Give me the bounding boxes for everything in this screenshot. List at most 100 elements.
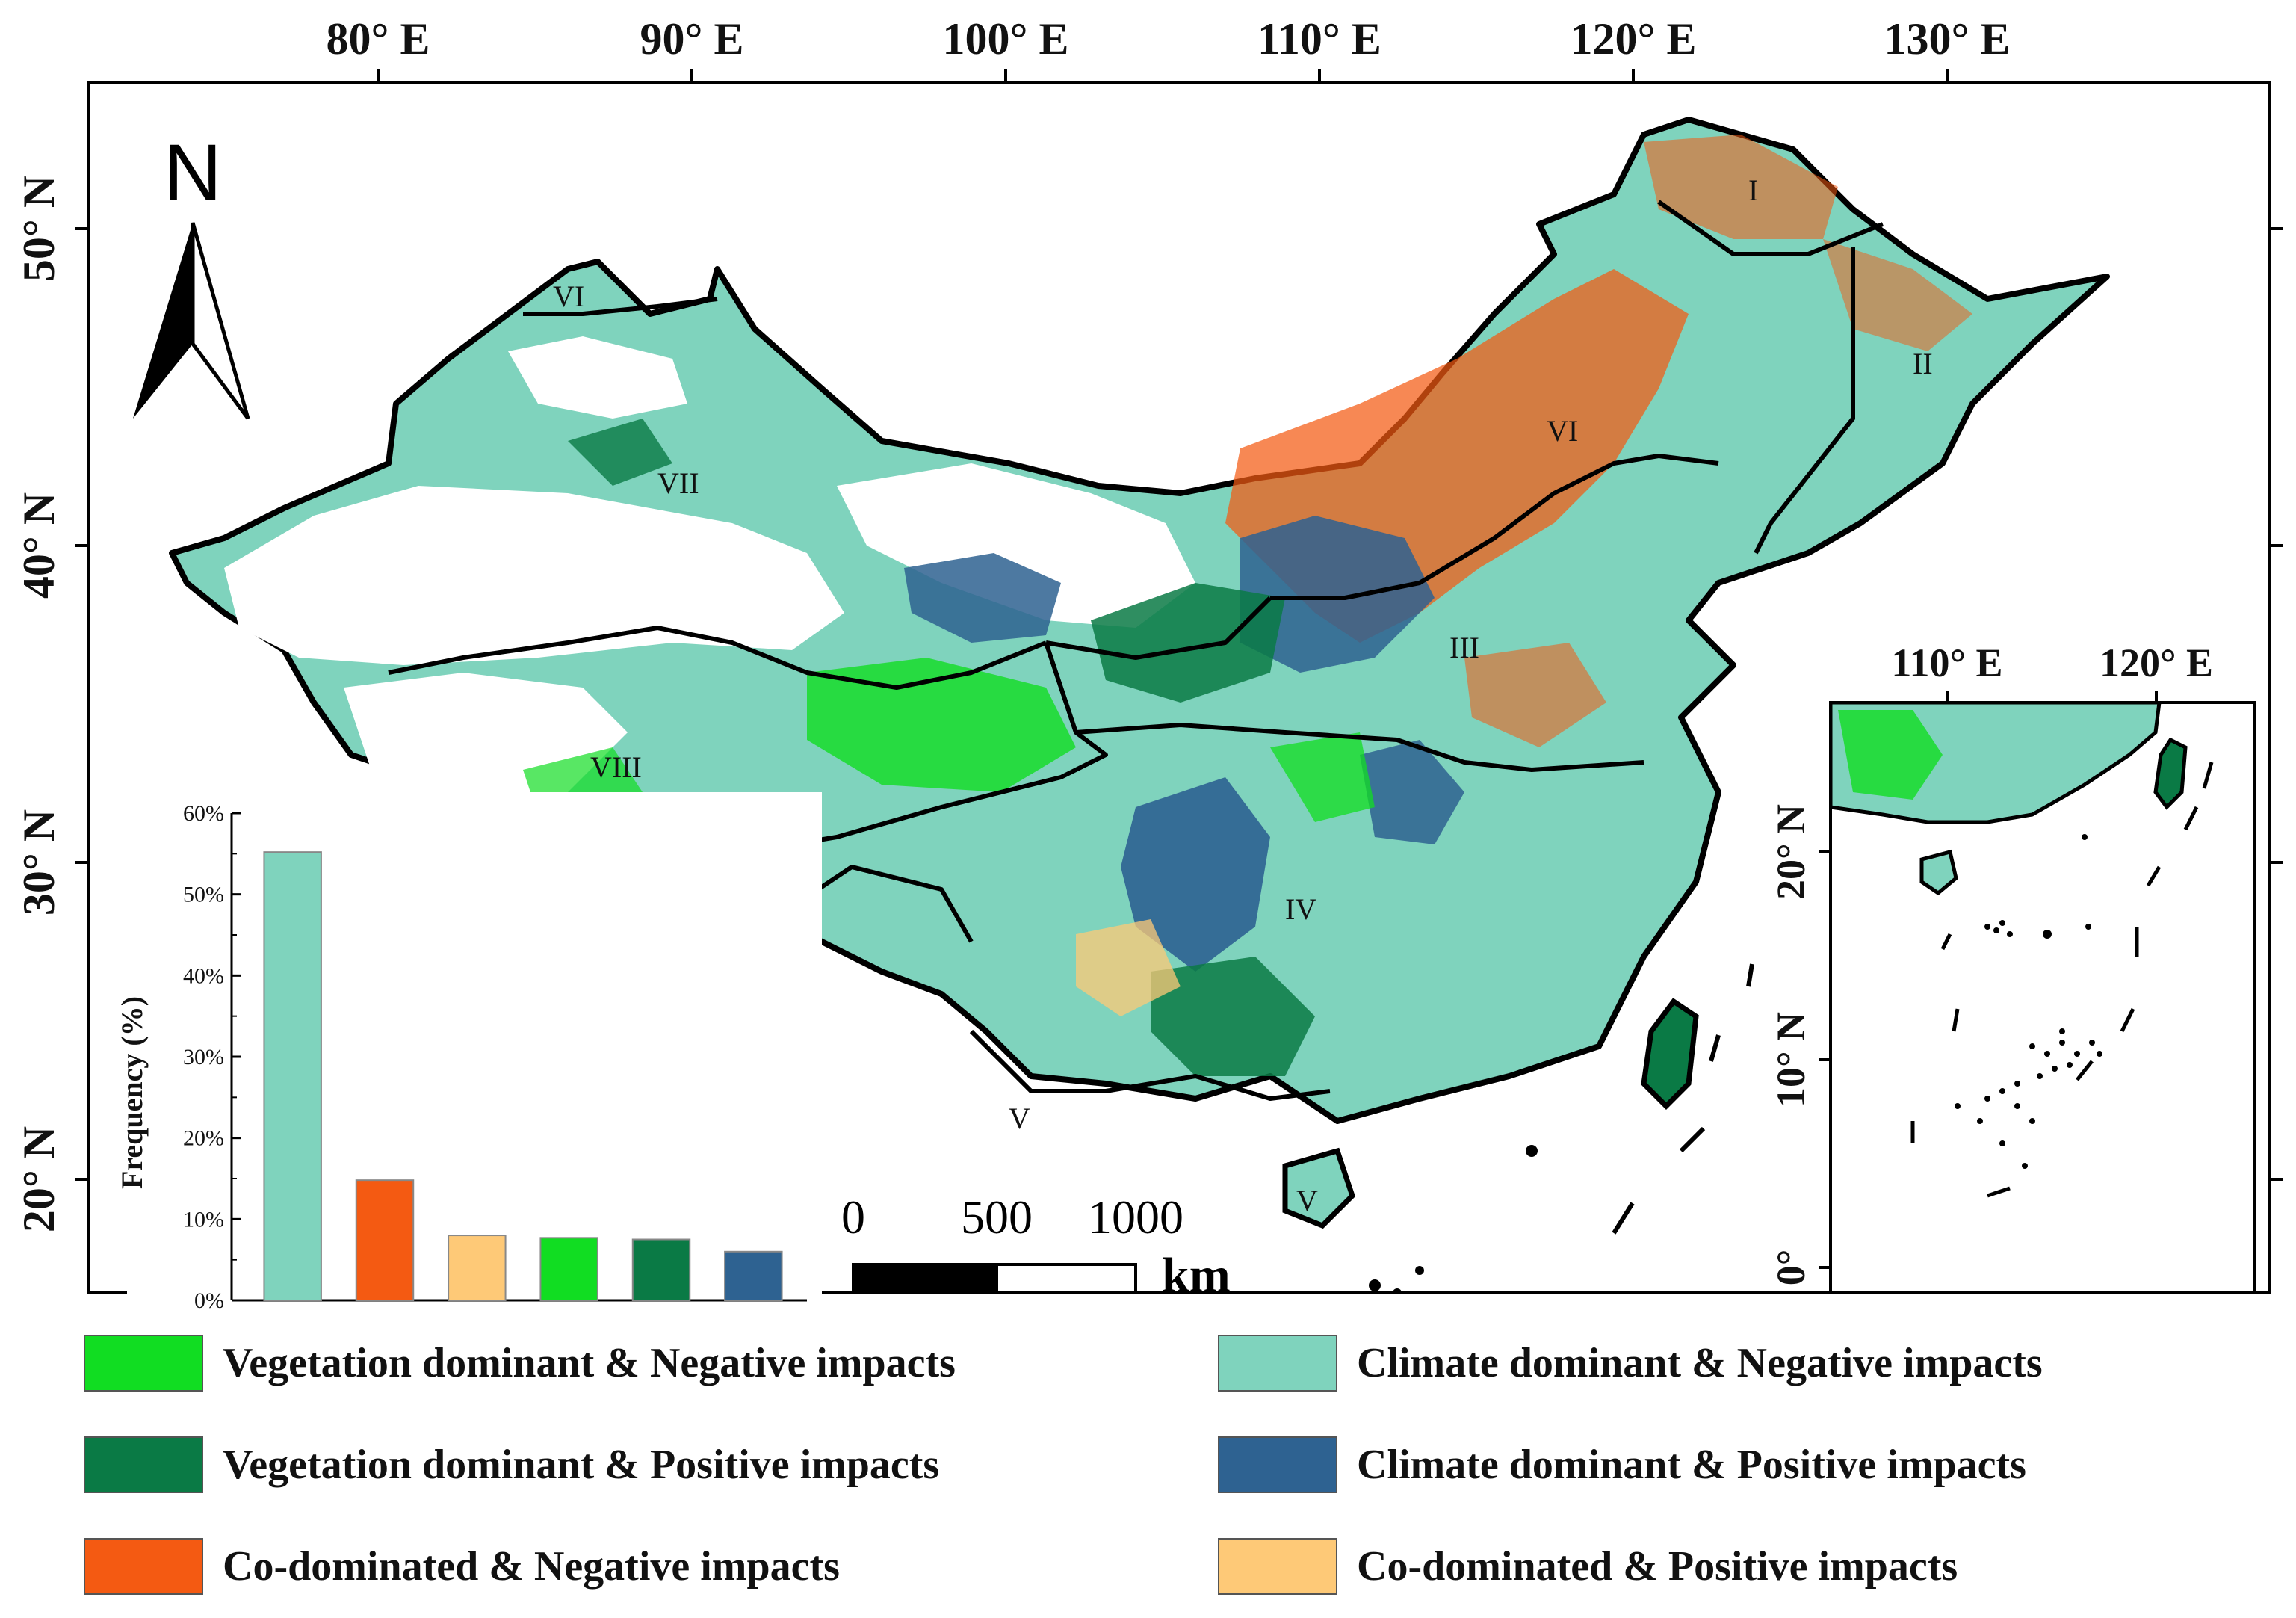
junggar-blank [508, 336, 687, 419]
patch-co-negative-east [1464, 643, 1606, 747]
legend: Vegetation dominant & Negative impacts C… [0, 1300, 2296, 1614]
patch-climate-positive-hubei [1360, 740, 1464, 844]
region-label: II [1913, 347, 1933, 380]
patch-co-negative-ne2 [1823, 239, 1972, 351]
inset-lon-label: 120° E [2099, 640, 2213, 685]
top-axis [377, 69, 1949, 82]
inset-veg-patch [1838, 710, 1943, 800]
region-label: I [1748, 173, 1758, 207]
lon-label: 120° E [1570, 14, 1696, 64]
patch-veg-xinjiang-north [568, 419, 672, 486]
chart-bar [539, 1237, 598, 1301]
inset-top-ticks [1946, 691, 2158, 703]
legend-label: Vegetation dominant & Negative impacts [223, 1340, 956, 1386]
lat-label: 40° N [14, 492, 64, 599]
lon-label: 80° E [326, 14, 430, 64]
inset-dashes [1910, 762, 2214, 1198]
scale-tick: 1000 [1088, 1191, 1183, 1244]
chart-y-tick-label: 10% [183, 1207, 224, 1232]
patch-veg-negative-qinghai [807, 658, 1076, 792]
legend-swatch [84, 1436, 203, 1493]
legend-item: Climate dominant & Positive impacts [1218, 1436, 2026, 1493]
legend-swatch [84, 1335, 203, 1392]
inset-hainan [1919, 849, 1958, 896]
north-arrow: N [133, 127, 250, 420]
region-label: VI [1547, 414, 1578, 448]
chart-y-tick-label: 0% [194, 1288, 224, 1313]
taklamakan-blank [224, 486, 844, 665]
legend-label: Vegetation dominant & Positive impacts [223, 1442, 940, 1488]
chart-ylabel: Frequency (%) [115, 996, 149, 1189]
legend-label: Climate dominant & Negative impacts [1357, 1340, 2043, 1386]
chart-bar [355, 1179, 415, 1301]
legend-swatch [1218, 1436, 1337, 1493]
chart-marks: 0% 10% 20% 30% 40% 50% 60% [183, 801, 807, 1313]
legend-swatch [84, 1538, 203, 1595]
patch-co-negative-ne [1644, 135, 1838, 239]
scs-islands [1369, 1145, 1538, 1293]
lon-label: 110° E [1257, 14, 1381, 64]
legend-label: Climate dominant & Positive impacts [1357, 1442, 2026, 1488]
chart-y-tick-label: 20% [183, 1126, 224, 1151]
north-arrow-icon [133, 223, 193, 419]
chart-bar [448, 1235, 507, 1301]
hainan-island [1282, 1147, 1356, 1229]
inset-lat-label: 0° [1769, 1250, 1813, 1286]
top-tick-labels: 80° E 90° E 100° E 110° E 120° E 130° E [326, 14, 2010, 64]
gobi-blank [837, 463, 1195, 628]
patch-veg-negative-central [1270, 732, 1375, 822]
legend-item: Co-dominated & Negative impacts [84, 1538, 840, 1595]
patch-veg-positive-loess [1091, 583, 1285, 703]
inset-islands [1955, 834, 2102, 1169]
scale-tick: 500 [961, 1191, 1033, 1244]
chart-bar [631, 1238, 691, 1301]
legend-item: Co-dominated & Positive impacts [1218, 1538, 1958, 1595]
lon-label: 130° E [1884, 14, 2010, 64]
legend-item: Vegetation dominant & Positive impacts [84, 1436, 939, 1493]
left-tick-labels: 50° N 40° N 30° N 20° N [14, 176, 64, 1232]
inset-taiwan [2153, 737, 2188, 810]
scale-unit: km [1162, 1248, 1231, 1303]
inset-map: 110° E 120° E 20° N 10° N 0° [1769, 640, 2256, 1294]
legend-label: Co-dominated & Negative impacts [223, 1543, 840, 1590]
left-axis [75, 227, 2283, 1181]
north-label: N [164, 127, 222, 217]
scale-tick: 0 [841, 1191, 865, 1244]
region-label: VI [553, 280, 584, 313]
lon-label: 100° E [942, 14, 1068, 64]
lon-label: 90° E [640, 14, 743, 64]
inset-lat-label: 10° N [1769, 1012, 1813, 1108]
region-label: IV [1285, 892, 1316, 926]
region-label: VIII [590, 750, 642, 784]
taiwan-island [1641, 998, 1699, 1110]
legend-swatch [1218, 1538, 1337, 1595]
legend-label: Co-dominated & Positive impacts [1357, 1543, 1958, 1590]
region-label: V [1009, 1102, 1030, 1135]
region-label: III [1449, 631, 1479, 664]
chart-bar [263, 851, 322, 1302]
chart-y-tick-label: 50% [183, 883, 224, 907]
lat-label: 20° N [14, 1126, 64, 1232]
patch-co-positive-yunnan [1076, 919, 1181, 1016]
north-arrow-outline-icon [191, 222, 250, 420]
region-label: VII [657, 466, 699, 500]
lat-label: 50° N [14, 176, 64, 282]
legend-item: Vegetation dominant & Negative impacts [84, 1335, 956, 1392]
patch-climate-positive-west [904, 553, 1061, 643]
patch-climate-positive-loess [1240, 516, 1435, 673]
scale-bar: 0 500 1000 km [841, 1191, 1231, 1303]
chart-y-tick-label: 60% [183, 801, 224, 826]
region-labels: I II III IV V V V VI VI VII VIII [553, 173, 1933, 1217]
inset-lon-label: 110° E [1891, 640, 2002, 685]
legend-swatch [1218, 1335, 1337, 1392]
region-label: V [1296, 1184, 1318, 1217]
chart-y-tick-label: 40% [183, 963, 224, 988]
nine-dash-line [1300, 963, 1754, 1293]
chart-bar [724, 1250, 783, 1302]
lat-label: 30° N [14, 809, 64, 915]
patch-veg-positive-south [1151, 957, 1315, 1076]
region-boundaries [388, 200, 1884, 1101]
legend-item: Climate dominant & Negative impacts [1218, 1335, 2043, 1392]
